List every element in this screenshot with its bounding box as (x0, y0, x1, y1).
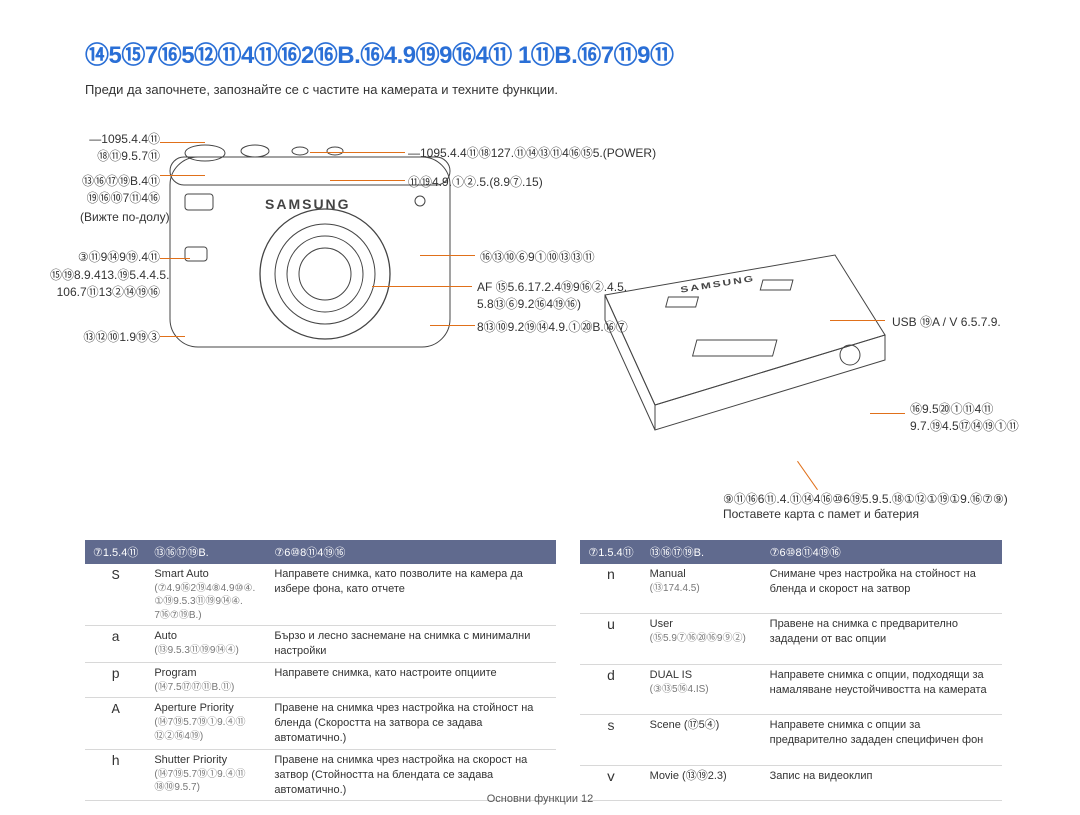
label-speaker: —1095.4.4⑪ ⑱⑪9.5.7⑪ (85, 130, 160, 164)
label-seebelow: (Вижте по-долу) (80, 210, 170, 224)
mode-sub: (⑦4.9⑯2⑲4⑧4.9⑩④. ①⑲9.5.3⑪⑲9⑭④. 7⑯⑦⑲B.) (154, 582, 258, 623)
label-text: ③⑪9⑭9⑲.4⑪ (78, 250, 160, 264)
table-row: pProgram(⑭7.5⑰⑰⑪B.⑪)Направете снимка, ка… (85, 663, 556, 698)
label-mode-dial: ⑬⑯⑰⑲B.4⑪ ⑲⑯⑩7⑪4⑯ (80, 172, 160, 206)
mode-name: Smart Auto(⑦4.9⑯2⑲4⑧4.9⑩④. ①⑲9.5.3⑪⑲9⑭④.… (146, 564, 266, 626)
table-row: SSmart Auto(⑦4.9⑯2⑲4⑧4.9⑩④. ①⑲9.5.3⑪⑲9⑭④… (85, 564, 556, 626)
label-power: —1095.4.4⑪⑱127.⑪⑭⑬⑪4⑯⑮5.(POWER) (408, 144, 656, 161)
mode-desc: Бързо и лесно заснемане на снимка с мини… (266, 626, 556, 663)
mode-icon: u (580, 614, 641, 664)
leader-line (372, 286, 472, 287)
label-text: 9.7.⑲4.5⑰⑭⑲①⑪ (910, 419, 1019, 433)
page-footer: Основни функции 12 (0, 793, 1080, 805)
mode-table-left: ⑦1.5.4⑪ ⑬⑯⑰⑲B. ⑦6⑩8⑪4⑲⑯ SSmart Auto(⑦4.9… (85, 540, 556, 801)
mode-table-right: ⑦1.5.4⑪ ⑬⑯⑰⑲B. ⑦6⑩8⑪4⑲⑯ nManual(⑬174.4.5… (580, 540, 1001, 801)
mode-desc: Направете снимка, като позволите на каме… (266, 564, 556, 626)
label-flash2: ⑮⑲8.9.413.⑲5.4.4.5. 106.7⑪13②⑭⑲⑯ (50, 266, 160, 300)
label-battery: ⑨⑪⑯6⑪.4.⑪⑭4⑯⑩6⑲5.9.5.⑱①⑫①⑲①9.⑯⑦⑨) Постав… (723, 490, 1008, 521)
leader-line (430, 325, 475, 326)
leader-line (160, 336, 185, 337)
leader-line (160, 175, 205, 176)
label-text-sub: ⑲⑯⑩7⑪4⑯ (87, 191, 160, 205)
mode-name: Aperture Priority(⑭7⑲5.7⑲①9.④⑪ ⑫②⑯4⑲) (146, 698, 266, 750)
table-row: nManual(⑬174.4.5)Снимане чрез настройка … (580, 564, 1001, 614)
th-name: ⑬⑯⑰⑲B. (642, 540, 762, 564)
leader-line (160, 258, 190, 259)
mode-desc: Снимане чрез настройка на стойност на бл… (762, 564, 1002, 614)
mode-icon: d (580, 664, 641, 714)
table-row: dDUAL IS(③⑬5⑯4.IS)Направете снимка с опц… (580, 664, 1001, 714)
label-af: AF ⑮5.6.17.2.4⑲9⑯②.4.5. 5.8⑬⑥9.2⑯4⑲⑯) (477, 278, 627, 312)
th-desc: ⑦6⑩8⑪4⑲⑯ (266, 540, 556, 564)
camera-logo: SAMSUNG (265, 196, 351, 212)
label-zoom: ⑪⑲4.9.①②.5.(8.9⑦.15) (408, 173, 543, 190)
leader-line (420, 255, 475, 256)
leader-line (797, 461, 818, 490)
label-text: Поставете карта с памет и батерия (723, 507, 919, 521)
leader-line (160, 142, 205, 143)
label-lens: ⑬⑫⑩1.9⑲③ (80, 328, 160, 345)
label-text-sub: ⑱⑪9.5.7⑪ (97, 149, 160, 163)
mode-desc: Направете снимка, като настроите опциите (266, 663, 556, 698)
mode-name: Auto(⑬9.5.3⑪⑲9⑭④) (146, 626, 266, 663)
label-text: 106.7⑪13②⑭⑲⑯ (57, 285, 160, 299)
mode-desc: Правене на снимка чрез настройка на стой… (266, 698, 556, 750)
mode-tables: ⑦1.5.4⑪ ⑬⑯⑰⑲B. ⑦6⑩8⑪4⑲⑯ SSmart Auto(⑦4.9… (85, 540, 1002, 801)
label-mic: ⑯⑬⑩⑥9①⑩⑬⑬⑪ (480, 248, 595, 265)
label-text: —1095.4.4⑪ (89, 132, 160, 146)
mode-icon: A (85, 698, 146, 750)
label-text: AF ⑮5.6.17.2.4⑲9⑯②.4.5. (477, 280, 627, 294)
intro-text: Преди да започнете, запознайте се с част… (85, 82, 558, 97)
table-row: sScene (⑰5④)Направете снимка с опции за … (580, 715, 1001, 765)
mode-desc: Правене на снимка с предварително зададе… (762, 614, 1002, 664)
th-icon: ⑦1.5.4⑪ (85, 540, 146, 564)
mode-icon: a (85, 626, 146, 663)
label-text: ⑮⑲8.9.413.⑲5.4.4.5. (50, 268, 169, 282)
label-text: 5.8⑬⑥9.2⑯4⑲⑯) (477, 297, 581, 311)
mode-name: User(⑮5.9⑦⑯⑳⑯9⑨②) (642, 614, 762, 664)
mode-name: Scene (⑰5④) (642, 715, 762, 765)
mode-sub: (⑭7⑲5.7⑲①9.④⑪ ⑫②⑯4⑲) (154, 716, 258, 743)
page-title: ⑭5⑮7⑯5⑫⑪4⑪⑯2⑯B.⑯4.9⑲9⑯4⑪ 1⑪B.⑯7⑪9⑪ (85, 35, 674, 70)
leader-line (830, 320, 885, 321)
mode-sub: (③⑬5⑯4.IS) (650, 683, 754, 697)
camera-front-svg (160, 129, 460, 369)
mode-sub: (⑭7.5⑰⑰⑪B.⑪) (154, 681, 258, 695)
mode-sub: (⑬9.5.3⑪⑲9⑭④) (154, 644, 258, 658)
leader-line (310, 152, 405, 153)
mode-sub: (⑮5.9⑦⑯⑳⑯9⑨②) (650, 632, 754, 646)
th-name: ⑬⑯⑰⑲B. (146, 540, 266, 564)
label-flash: ③⑪9⑭9⑲.4⑪ (60, 248, 160, 265)
mode-sub: (⑭7⑲5.7⑲①9.④⑪ ⑱⑩9.5.7) (154, 768, 258, 795)
camera-front-view: SAMSUNG (160, 129, 460, 372)
table-row: uUser(⑮5.9⑦⑯⑳⑯9⑨②)Правене на снимка с пр… (580, 614, 1001, 664)
mode-icon: p (85, 663, 146, 698)
leader-line (330, 180, 405, 181)
mode-name: Program(⑭7.5⑰⑰⑪B.⑪) (146, 663, 266, 698)
th-icon: ⑦1.5.4⑪ (580, 540, 641, 564)
mode-desc: Направете снимка с опции за предварителн… (762, 715, 1002, 765)
label-usb: USB ⑲A / V 6.5.7.9. (892, 313, 1001, 330)
label-timer: 8⑬⑩9.2⑲⑭4.9.①⑳B.⑯⑦ (477, 318, 628, 335)
mode-sub: (⑬174.4.5) (650, 582, 754, 596)
table-row: AAperture Priority(⑭7⑲5.7⑲①9.④⑪ ⑫②⑯4⑲)Пр… (85, 698, 556, 750)
leader-line (870, 413, 905, 414)
camera-bottom-view: SAMSUNG (565, 235, 905, 458)
mode-name: Manual(⑬174.4.5) (642, 564, 762, 614)
mode-icon: S (85, 564, 146, 626)
table-row: aAuto(⑬9.5.3⑪⑲9⑭④)Бързо и лесно заснеман… (85, 626, 556, 663)
mode-icon: n (580, 564, 641, 614)
mode-desc: Направете снимка с опции, подходящи за н… (762, 664, 1002, 714)
label-text: ⑯9.5⑳①⑪4⑪ (910, 402, 993, 416)
th-desc: ⑦6⑩8⑪4⑲⑯ (762, 540, 1002, 564)
mode-name: DUAL IS(③⑬5⑯4.IS) (642, 664, 762, 714)
label-tripod: ⑯9.5⑳①⑪4⑪ 9.7.⑲4.5⑰⑭⑲①⑪ (910, 400, 1019, 434)
label-text: ⑨⑪⑯6⑪.4.⑪⑭4⑯⑩6⑲5.9.5.⑱①⑫①⑲①9.⑯⑦⑨) (723, 492, 1008, 506)
camera-bottom-svg (565, 235, 905, 455)
label-text: ⑬⑯⑰⑲B.4⑪ (82, 174, 160, 188)
mode-icon: s (580, 715, 641, 765)
